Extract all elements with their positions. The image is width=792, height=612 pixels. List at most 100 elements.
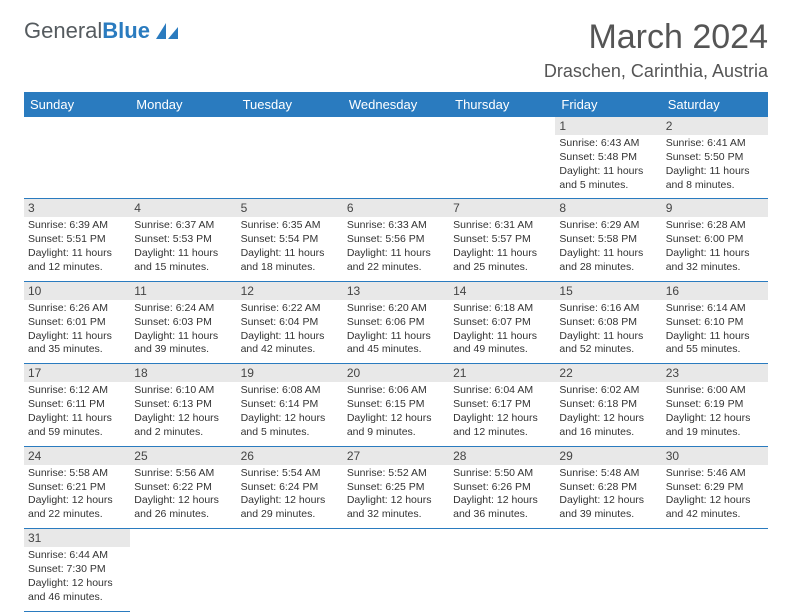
day-cell: 10Sunrise: 6:26 AMSunset: 6:01 PMDayligh… — [24, 281, 130, 363]
day-number: 31 — [24, 529, 130, 547]
daylight-value: Daylight: 11 hours — [666, 330, 764, 344]
day-number: 25 — [130, 447, 236, 465]
daylight-minutes: and 2 minutes. — [134, 426, 232, 440]
sunset-value: Sunset: 6:08 PM — [559, 316, 657, 330]
sunset-value: Sunset: 6:29 PM — [666, 481, 764, 495]
day-number: 18 — [130, 364, 236, 382]
sunrise-value: Sunrise: 5:54 AM — [241, 467, 339, 481]
day-cell: 28Sunrise: 5:50 AMSunset: 6:26 PMDayligh… — [449, 446, 555, 528]
day-number: 14 — [449, 282, 555, 300]
day-number: 29 — [555, 447, 661, 465]
sunrise-value: Sunrise: 5:48 AM — [559, 467, 657, 481]
daylight-value: Daylight: 12 hours — [559, 412, 657, 426]
day-cell: 21Sunrise: 6:04 AMSunset: 6:17 PMDayligh… — [449, 364, 555, 446]
day-cell: 9Sunrise: 6:28 AMSunset: 6:00 PMDaylight… — [662, 199, 768, 281]
sunrise-value: Sunrise: 6:44 AM — [28, 549, 126, 563]
day-cell: 11Sunrise: 6:24 AMSunset: 6:03 PMDayligh… — [130, 281, 236, 363]
sunset-value: Sunset: 5:51 PM — [28, 233, 126, 247]
day-number: 9 — [662, 199, 768, 217]
daylight-minutes: and 32 minutes. — [347, 508, 445, 522]
day-cell: 15Sunrise: 6:16 AMSunset: 6:08 PMDayligh… — [555, 281, 661, 363]
daylight-value: Daylight: 11 hours — [559, 165, 657, 179]
sunset-value: Sunset: 6:13 PM — [134, 398, 232, 412]
daylight-value: Daylight: 12 hours — [666, 412, 764, 426]
day-cell: 26Sunrise: 5:54 AMSunset: 6:24 PMDayligh… — [237, 446, 343, 528]
day-number: 20 — [343, 364, 449, 382]
day-cell: 16Sunrise: 6:14 AMSunset: 6:10 PMDayligh… — [662, 281, 768, 363]
day-cell: 4Sunrise: 6:37 AMSunset: 5:53 PMDaylight… — [130, 199, 236, 281]
sunrise-value: Sunrise: 6:24 AM — [134, 302, 232, 316]
sunrise-value: Sunrise: 6:37 AM — [134, 219, 232, 233]
daylight-minutes: and 59 minutes. — [28, 426, 126, 440]
day-cell: 22Sunrise: 6:02 AMSunset: 6:18 PMDayligh… — [555, 364, 661, 446]
logo: GeneralBlue — [24, 18, 180, 44]
sunrise-value: Sunrise: 6:16 AM — [559, 302, 657, 316]
daylight-minutes: and 26 minutes. — [134, 508, 232, 522]
daylight-minutes: and 28 minutes. — [559, 261, 657, 275]
daylight-value: Daylight: 12 hours — [347, 494, 445, 508]
day-number: 19 — [237, 364, 343, 382]
day-cell: 30Sunrise: 5:46 AMSunset: 6:29 PMDayligh… — [662, 446, 768, 528]
daylight-value: Daylight: 12 hours — [559, 494, 657, 508]
day-number: 5 — [237, 199, 343, 217]
sunrise-value: Sunrise: 6:39 AM — [28, 219, 126, 233]
day-number: 23 — [662, 364, 768, 382]
daylight-minutes: and 19 minutes. — [666, 426, 764, 440]
sunset-value: Sunset: 6:00 PM — [666, 233, 764, 247]
sunrise-value: Sunrise: 6:33 AM — [347, 219, 445, 233]
daylight-minutes: and 32 minutes. — [666, 261, 764, 275]
daylight-value: Daylight: 12 hours — [241, 494, 339, 508]
weekday-header: Monday — [130, 92, 236, 117]
day-number: 8 — [555, 199, 661, 217]
daylight-minutes: and 9 minutes. — [347, 426, 445, 440]
sunset-value: Sunset: 5:54 PM — [241, 233, 339, 247]
day-number: 26 — [237, 447, 343, 465]
day-number: 12 — [237, 282, 343, 300]
day-cell: 17Sunrise: 6:12 AMSunset: 6:11 PMDayligh… — [24, 364, 130, 446]
daylight-value: Daylight: 12 hours — [241, 412, 339, 426]
daylight-value: Daylight: 12 hours — [453, 412, 551, 426]
day-number: 7 — [449, 199, 555, 217]
sunrise-value: Sunrise: 6:22 AM — [241, 302, 339, 316]
daylight-value: Daylight: 11 hours — [559, 330, 657, 344]
daylight-minutes: and 5 minutes. — [241, 426, 339, 440]
location: Draschen, Carinthia, Austria — [544, 61, 768, 82]
logo-text: GeneralBlue — [24, 18, 150, 44]
sunset-value: Sunset: 7:30 PM — [28, 563, 126, 577]
sunrise-value: Sunrise: 6:20 AM — [347, 302, 445, 316]
weekday-header: Sunday — [24, 92, 130, 117]
sunset-value: Sunset: 6:10 PM — [666, 316, 764, 330]
day-cell: 24Sunrise: 5:58 AMSunset: 6:21 PMDayligh… — [24, 446, 130, 528]
day-cell: 5Sunrise: 6:35 AMSunset: 5:54 PMDaylight… — [237, 199, 343, 281]
sunset-value: Sunset: 6:11 PM — [28, 398, 126, 412]
daylight-value: Daylight: 11 hours — [134, 247, 232, 261]
day-number: 2 — [662, 117, 768, 135]
day-number: 13 — [343, 282, 449, 300]
day-cell: 20Sunrise: 6:06 AMSunset: 6:15 PMDayligh… — [343, 364, 449, 446]
sunset-value: Sunset: 6:28 PM — [559, 481, 657, 495]
daylight-value: Daylight: 12 hours — [28, 494, 126, 508]
daylight-minutes: and 15 minutes. — [134, 261, 232, 275]
daylight-minutes: and 25 minutes. — [453, 261, 551, 275]
daylight-minutes: and 46 minutes. — [28, 591, 126, 605]
daylight-value: Daylight: 11 hours — [559, 247, 657, 261]
daylight-value: Daylight: 11 hours — [666, 247, 764, 261]
weekday-header: Tuesday — [237, 92, 343, 117]
sunrise-value: Sunrise: 5:50 AM — [453, 467, 551, 481]
day-cell: 27Sunrise: 5:52 AMSunset: 6:25 PMDayligh… — [343, 446, 449, 528]
daylight-minutes: and 52 minutes. — [559, 343, 657, 357]
day-cell: 25Sunrise: 5:56 AMSunset: 6:22 PMDayligh… — [130, 446, 236, 528]
sunset-value: Sunset: 6:26 PM — [453, 481, 551, 495]
sunrise-value: Sunrise: 5:52 AM — [347, 467, 445, 481]
daylight-value: Daylight: 12 hours — [28, 577, 126, 591]
daylight-value: Daylight: 12 hours — [453, 494, 551, 508]
daylight-value: Daylight: 11 hours — [453, 330, 551, 344]
logo-word1: General — [24, 18, 102, 43]
sunrise-value: Sunrise: 5:56 AM — [134, 467, 232, 481]
sail-icon — [154, 21, 180, 41]
sunset-value: Sunset: 5:48 PM — [559, 151, 657, 165]
day-cell: 6Sunrise: 6:33 AMSunset: 5:56 PMDaylight… — [343, 199, 449, 281]
sunset-value: Sunset: 5:57 PM — [453, 233, 551, 247]
day-number: 27 — [343, 447, 449, 465]
daylight-minutes: and 12 minutes. — [28, 261, 126, 275]
